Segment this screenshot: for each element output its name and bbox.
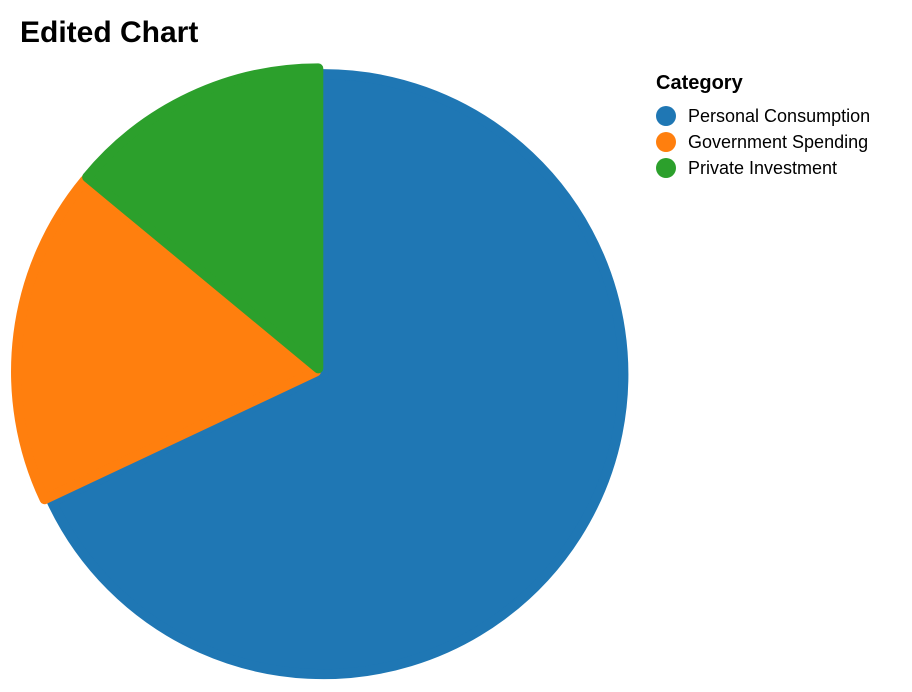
pie-slice-government-spending xyxy=(11,175,322,505)
legend-item: Private Investment xyxy=(656,155,870,181)
legend-items: Personal Consumption Government Spending P… xyxy=(656,103,870,181)
pie-slices xyxy=(11,63,629,680)
legend-swatch xyxy=(656,158,676,178)
legend-item: Personal Consumption xyxy=(656,103,870,129)
legend-label: Government Spending xyxy=(688,131,869,152)
legend: Category Personal Consumption Government … xyxy=(656,72,870,181)
legend-label: Private Investment xyxy=(688,157,838,178)
pie-slice-personal-consumption xyxy=(46,69,629,680)
legend-item: Government Spending xyxy=(656,129,870,155)
legend-label: Personal Consumption xyxy=(688,105,871,126)
legend-swatch xyxy=(656,106,676,126)
legend-title: Category xyxy=(656,72,743,94)
legend-swatch xyxy=(656,132,676,152)
chart-title: Edited Chart xyxy=(20,16,199,49)
pie-slice-private-investment xyxy=(82,63,324,374)
